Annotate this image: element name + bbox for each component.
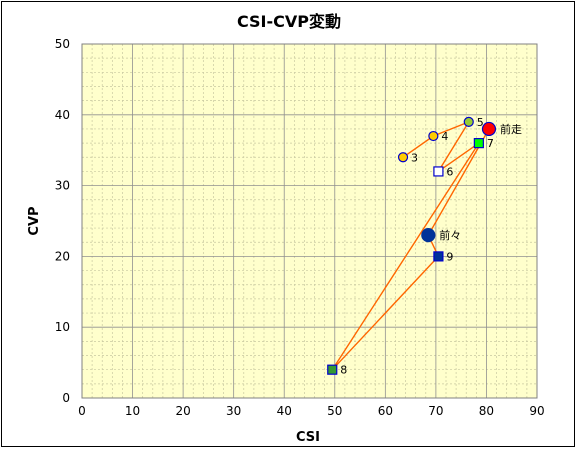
- y-tick-label: 30: [55, 179, 70, 193]
- x-tick-label: 0: [78, 404, 86, 418]
- data-point-label: 6: [446, 165, 453, 178]
- x-tick-label: 50: [327, 404, 342, 418]
- data-point-marker: [481, 121, 497, 137]
- data-point-label: 4: [441, 130, 448, 143]
- y-tick-label: 10: [55, 320, 70, 334]
- y-axis-ticks: 0 10 20 30 40 50: [55, 37, 70, 405]
- data-point-marker: [463, 116, 474, 127]
- data-point-marker: [421, 228, 436, 243]
- data-point-marker: [473, 138, 484, 149]
- data-point-label: 8: [340, 364, 347, 377]
- data-point-marker: [433, 251, 444, 262]
- x-tick-label: 10: [125, 404, 140, 418]
- y-axis-title: CVP: [27, 206, 42, 235]
- plot-border: [81, 43, 538, 399]
- x-axis-ticks: 0 10 20 30 40 50 60 70 80 90: [78, 404, 544, 418]
- x-tick-label: 60: [378, 404, 393, 418]
- chart-title: CSI-CVP変動: [237, 12, 341, 31]
- y-tick-label: 40: [55, 108, 70, 122]
- series-markers: [327, 116, 497, 375]
- data-point-marker: [397, 152, 409, 163]
- plot-area: [82, 44, 537, 398]
- data-point-label: 7: [487, 137, 494, 150]
- x-axis-title: CSI: [296, 430, 320, 445]
- data-point-label: 3: [411, 151, 418, 164]
- data-point-label: 前々: [439, 228, 461, 242]
- y-tick-label: 50: [55, 37, 70, 51]
- x-tick-label: 70: [428, 404, 443, 418]
- data-point-marker: [433, 166, 444, 177]
- data-point-label: 9: [446, 250, 453, 263]
- data-point-marker: [428, 130, 439, 142]
- data-point-marker: [327, 364, 338, 375]
- x-tick-label: 30: [226, 404, 241, 418]
- x-tick-label: 80: [479, 404, 494, 418]
- y-tick-label: 0: [62, 391, 70, 405]
- data-point-label: 前走: [500, 122, 522, 136]
- y-tick-label: 20: [55, 249, 70, 263]
- x-tick-label: 90: [529, 404, 544, 418]
- x-tick-label: 20: [175, 404, 190, 418]
- data-point-label: 5: [477, 116, 484, 129]
- x-tick-label: 40: [277, 404, 292, 418]
- grid-lines: [81, 43, 538, 399]
